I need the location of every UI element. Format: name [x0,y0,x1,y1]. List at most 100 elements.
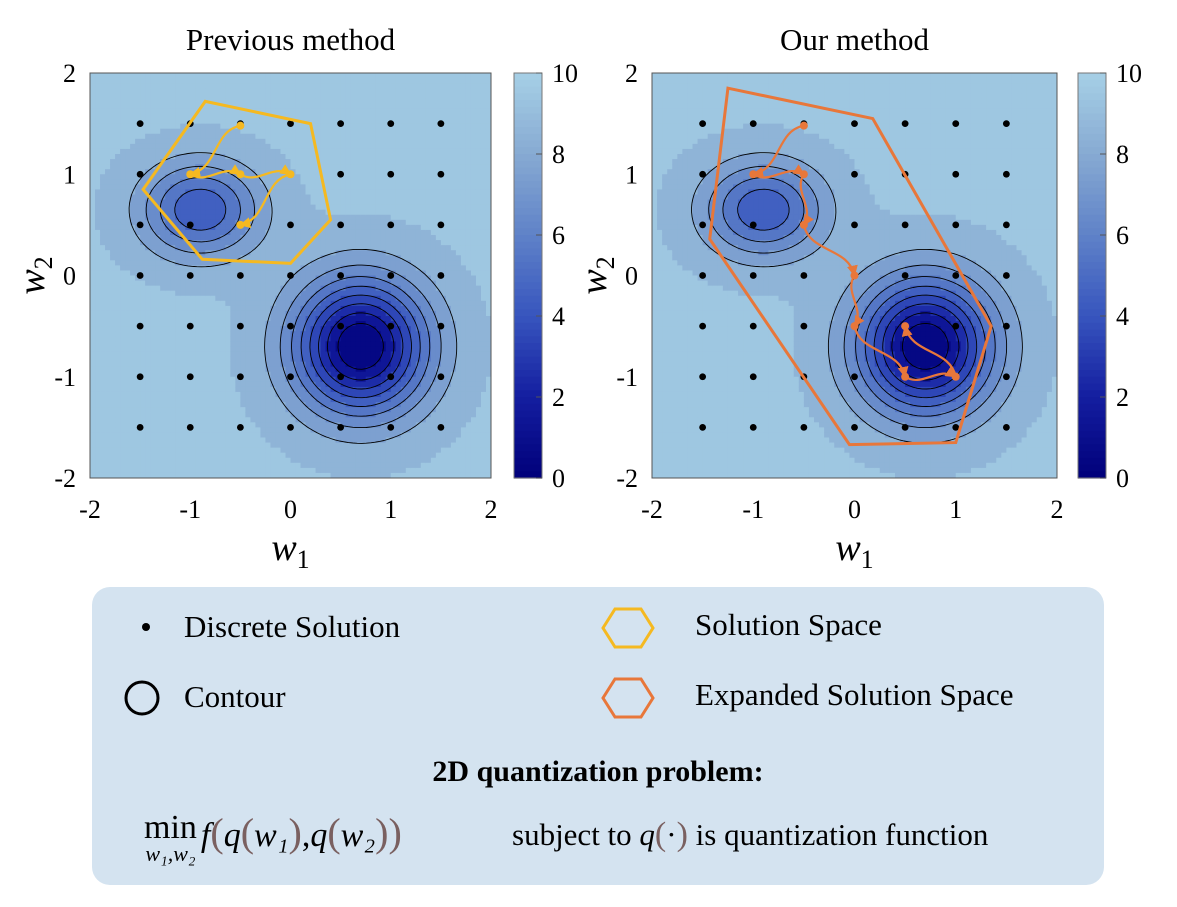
contour-cell [275,356,282,363]
contour-cell [90,275,96,282]
contour-cell [310,467,317,474]
contour-cell [245,316,251,322]
contour-cell [350,391,357,398]
contour-cell [140,235,146,241]
contour-cell [220,472,226,478]
contour-cell [290,280,297,287]
contour-cell [325,402,332,408]
contour-cell [310,229,317,236]
contour-cell [270,361,277,368]
contour-cell [375,417,382,423]
contour-cell [110,209,116,216]
contour-cell [215,462,221,469]
contour-cell [350,113,357,120]
contour-cell [210,113,216,120]
contour-cell [335,250,342,256]
contour-cell [380,174,387,180]
contour-cell [145,123,151,130]
contour-cell [310,402,317,408]
contour-cell [170,270,176,277]
contour-cell [135,93,141,99]
contour-cell [320,467,327,474]
contour-cell [145,103,151,110]
contour-cell [305,427,312,434]
contour-cell [180,138,186,145]
contour-cell [330,427,337,434]
contour-cell [260,194,267,201]
contour-cell [275,138,282,145]
contour-cell [145,427,151,434]
contour-cell [235,113,241,120]
contour-cell [175,402,181,408]
contour-cell [185,113,191,120]
contour-cell [330,447,337,454]
contour-cell [150,457,156,464]
contour-cell [350,341,357,347]
contour-cell [215,417,221,423]
contour-cell [325,412,332,418]
contour-cell [125,376,131,383]
contour-cell [295,143,302,150]
contour-cell [350,108,357,115]
contour-cell [325,229,332,236]
contour-cell [125,437,131,444]
contour-cell [110,462,116,469]
contour-cell [130,118,136,125]
contour-cell [290,219,297,226]
contour-cell [135,138,141,145]
contour-cell [215,148,221,155]
contour-cell [95,356,101,363]
contour-cell [110,265,116,272]
contour-cell [295,199,302,206]
contour-cell [275,285,282,292]
contour-cell [270,341,277,347]
contour-cell [390,275,397,282]
contour-cell [160,154,166,160]
contour-cell [125,432,131,439]
contour-cell [150,290,156,297]
contour-cell [100,88,106,94]
contour-cell [200,179,206,185]
contour-cell [210,78,216,84]
contour-cell [115,300,121,307]
contour-cell [240,255,246,261]
contour-cell [355,93,362,99]
contour-cell [295,432,302,439]
contour-cell [340,78,347,84]
contour-cell [180,179,186,185]
contour-cell [205,189,211,196]
contour-cell [210,118,216,125]
contour-cell [330,98,337,104]
contour-cell [170,467,176,474]
contour-cell [215,164,221,170]
contour-cell [335,113,342,120]
contour-cell [150,442,156,449]
contour-cell [295,331,302,337]
contour-cell [295,457,302,464]
contour-cell [120,356,126,363]
contour-cell [230,159,236,165]
contour-cell [385,204,392,211]
contour-cell [335,397,342,403]
contour-cell [310,417,317,423]
contour-cell [90,148,96,155]
contour-cell [240,432,246,439]
contour-cell [200,300,206,307]
contour-cell [335,402,342,408]
contour-cell [115,219,121,226]
contour-cell [150,391,156,398]
contour-cell [355,422,362,428]
contour-cell [355,457,362,464]
contour-cell [250,184,257,191]
contour-cell [270,316,277,322]
contour-cell [390,285,397,292]
contour-cell [365,265,372,272]
contour-cell [345,321,352,327]
contour-cell [230,240,236,246]
contour-cell [110,467,116,474]
contour-cell [270,143,277,150]
contour-cell [330,214,337,221]
contour-cell [315,285,322,292]
contour-cell [100,412,106,418]
contour-cell [370,138,377,145]
